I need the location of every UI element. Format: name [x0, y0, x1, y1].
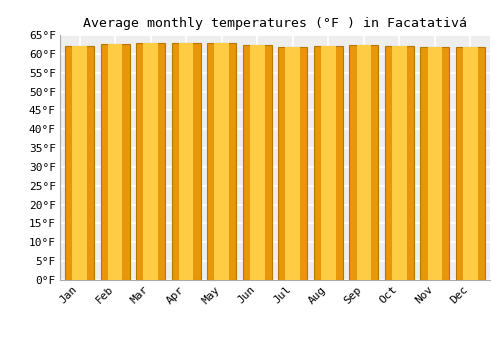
Title: Average monthly temperatures (°F ) in Facatativá: Average monthly temperatures (°F ) in Fa… [83, 17, 467, 30]
Bar [286, 47, 300, 280]
Bar [463, 48, 477, 280]
Bar [108, 44, 122, 280]
Bar [65, 46, 94, 280]
Bar [428, 47, 442, 280]
Bar [321, 46, 336, 280]
Bar [356, 45, 371, 280]
Bar [278, 47, 308, 280]
Bar [314, 46, 343, 280]
Bar [207, 43, 236, 280]
Bar [392, 46, 406, 280]
Bar [385, 46, 414, 280]
Bar [179, 43, 194, 280]
Bar [172, 43, 200, 280]
Bar [350, 45, 378, 280]
Bar [420, 47, 450, 280]
Bar [144, 43, 158, 280]
Bar [456, 48, 485, 280]
Bar [242, 45, 272, 280]
Bar [214, 43, 229, 280]
Bar [250, 45, 264, 280]
Bar [136, 43, 165, 280]
Bar [100, 44, 130, 280]
Bar [72, 46, 87, 280]
